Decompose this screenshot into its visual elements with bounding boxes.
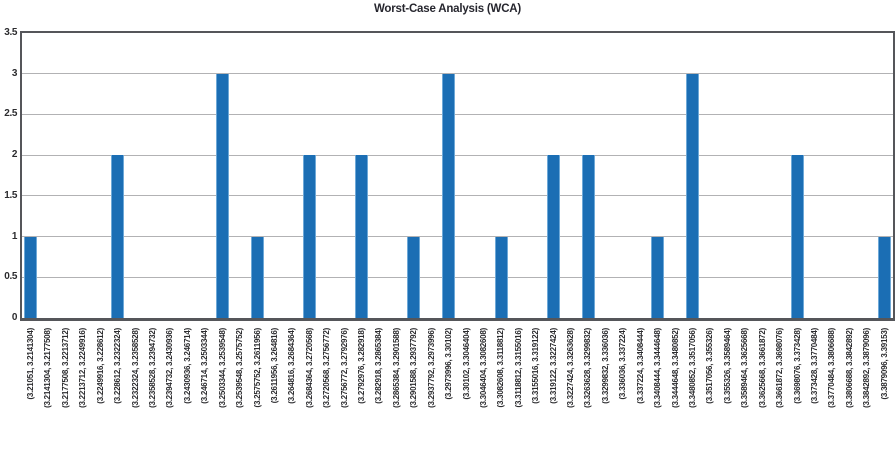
- x-tick-label-21: (3.2865384, 3.2901588): [391, 328, 401, 408]
- x-tick-label-14: (3.2611956, 3.264816): [269, 328, 279, 404]
- x-tick-label-37: (3.3444648, 3.3480852): [670, 328, 680, 408]
- plot-border-left: [20, 31, 22, 318]
- x-tick-label-31: (3.3227424, 3.3263628): [566, 328, 575, 408]
- gridline: [22, 195, 893, 197]
- x-tick-label-34: (3.336036, 3.337224): [618, 328, 628, 400]
- x-tick-label-41: (3.3589464, 3.3625668): [740, 328, 750, 408]
- x-tick-label-24: (3.2973996, 3.30102): [444, 328, 454, 400]
- bar-0: [24, 236, 38, 318]
- x-tick-label-22: (3.2901588, 3.2937792): [409, 328, 419, 408]
- bar-11: [215, 73, 229, 318]
- y-tick-label: 3: [11, 67, 18, 79]
- y-tick-label: 0: [11, 312, 18, 323]
- x-tick-label-19: (3.2792976, 3.282918): [357, 328, 366, 404]
- x-tick-label-46: (3.3770484, 3.3806688): [827, 328, 837, 408]
- gridline: [22, 73, 893, 75]
- x-tick-label-23: (3.2937792, 3.2973996): [426, 328, 436, 408]
- gridline: [22, 236, 893, 238]
- x-tick-label-47: (3.3806688, 3.3842892): [844, 328, 854, 408]
- bar-30: [546, 155, 560, 318]
- gridline: [22, 276, 893, 278]
- bar-44: [790, 155, 804, 318]
- x-tick-label-29: (3.3155016, 3.319122): [531, 328, 541, 404]
- x-tick-label-2: (3.2177508, 3.2213712): [60, 328, 70, 408]
- x-tick-label-30: (3.319122, 3.3227424): [548, 328, 558, 404]
- bar-13: [250, 236, 264, 318]
- bar-38: [686, 73, 700, 318]
- bar-49: [877, 236, 891, 318]
- x-tick-label-3: (3.2213712, 3.2249916): [78, 328, 88, 408]
- bar-19: [355, 155, 369, 318]
- x-tick-label-35: (3.337224, 3.3408444): [635, 328, 645, 404]
- x-tick-label-6: (3.2322324, 3.2358528): [130, 328, 140, 408]
- x-tick-label-8: (3.2394732, 3.2430936): [165, 328, 175, 408]
- x-tick-label-25: (3.30102, 3.3046404): [461, 328, 471, 400]
- x-tick-label-32: (3.3263628, 3.3299832): [583, 328, 593, 408]
- bar-5: [111, 155, 125, 318]
- y-tick-label: 2: [11, 149, 18, 161]
- gridline: [22, 113, 893, 115]
- x-tick-label-4: (3.2249916, 3.228612): [95, 328, 105, 404]
- x-tick-label-36: (3.3408444, 3.3444648): [653, 328, 663, 408]
- chart-title: Worst-Case Analysis (WCA): [373, 3, 522, 15]
- x-tick-label-11: (3.2503344, 3.2539548): [217, 328, 227, 408]
- plot-border-top: [22, 31, 893, 33]
- x-tick-label-16: (3.2684364, 3.2720568): [304, 328, 314, 408]
- x-tick-label-45: (3.373428, 3.3770484): [809, 328, 819, 404]
- bar-22: [407, 236, 421, 318]
- x-tick-label-12: (3.2539548, 3.2575752): [235, 328, 244, 408]
- x-tick-label-27: (3.3082608, 3.3118812): [496, 328, 506, 408]
- x-tick-label-28: (3.3118812, 3.3155016): [513, 328, 523, 408]
- x-tick-label-17: (3.2720568, 3.2756772): [322, 328, 332, 408]
- y-tick-label: 3.5: [4, 27, 17, 38]
- gridline: [22, 154, 893, 156]
- bar-32: [581, 155, 595, 318]
- y-tick-label: 1: [11, 230, 18, 242]
- x-tick-label-39: (3.3517056, 3.355326): [705, 328, 715, 404]
- x-tick-label-44: (3.3698076, 3.373428): [792, 328, 802, 404]
- bar-36: [651, 236, 665, 318]
- plot-border-right: [893, 31, 895, 318]
- y-tick-label: 0.5: [4, 271, 17, 283]
- x-tick-label-20: (3.282918, 3.2865384): [374, 328, 384, 404]
- x-axis-line: [20, 318, 895, 321]
- x-tick-label-48: (3.3842892, 3.3879096): [862, 328, 872, 408]
- x-tick-label-38: (3.3480852, 3.3517056): [688, 328, 697, 408]
- x-tick-label-0: (3.21051, 3.2141304): [26, 328, 35, 400]
- bar-24: [442, 73, 456, 318]
- x-tick-label-49: (3.3879096, 3.39153): [879, 328, 889, 400]
- bar-27: [494, 236, 508, 318]
- x-tick-label-43: (3.3661872, 3.3698076): [775, 328, 785, 408]
- y-tick-label: 1.5: [4, 189, 17, 201]
- x-tick-label-42: (3.3625668, 3.3661872): [757, 328, 767, 408]
- x-tick-label-15: (3.264816, 3.2684364): [287, 328, 297, 404]
- x-tick-label-9: (3.2430936, 3.246714): [182, 328, 192, 404]
- x-tick-label-10: (3.246714, 3.2503344): [200, 328, 210, 404]
- x-tick-label-40: (3.355326, 3.3589464): [722, 328, 732, 404]
- x-tick-label-13: (3.2575752, 3.2611956): [252, 328, 262, 408]
- x-tick-label-1: (3.2141304, 3.2177508): [43, 328, 53, 408]
- x-tick-label-26: (3.3046404, 3.3082608): [478, 328, 488, 408]
- x-tick-label-33: (3.3299832, 3.336036): [600, 328, 610, 404]
- x-tick-label-7: (3.2358528, 3.2394732): [147, 328, 157, 408]
- x-tick-label-18: (3.2756772, 3.2792976): [339, 328, 349, 408]
- y-tick-label: 2.5: [4, 108, 17, 120]
- x-tick-label-5: (3.228612, 3.2322324): [113, 328, 123, 404]
- bar-16: [302, 155, 316, 318]
